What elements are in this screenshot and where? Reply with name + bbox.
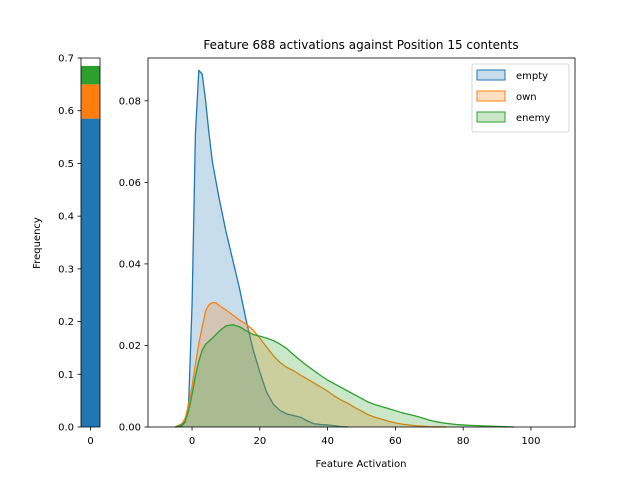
bar-y-tick-label: 0.5 [58,159,74,170]
legend-swatch-enemy [476,111,506,123]
legend-box [471,63,570,133]
kde-x-tick-label: 80 [457,436,470,447]
kde-fill-empty [175,70,348,427]
chart-title: Feature 688 activations against Position… [203,38,518,52]
y-axis-label: Frequency [32,217,43,269]
bar-y-tick-label: 0.1 [58,370,74,381]
legend-label-empty: empty [516,71,548,82]
kde-fill-own [175,302,447,427]
kde-y-tick-label: 0.00 [119,423,141,434]
kde-x-tick-label: 0 [189,436,195,447]
legend-swatch-own [476,90,506,102]
kde-line-enemy [174,324,515,428]
bar-y-tick-label: 0.0 [58,423,74,434]
bar-y-tick-label: 0.2 [58,317,74,328]
kde-plot-frame [147,57,576,428]
legend-label-enemy: enemy [516,113,550,124]
legend-item-own[interactable]: own [476,90,537,103]
kde-fill-enemy [175,324,515,427]
kde-panel: 0 20 40 60 80 100 0.00 0.02 0.04 0.06 0.08 [119,57,576,447]
bar-x-tick-label: 0 [87,436,93,447]
kde-line-own [174,301,447,428]
kde-x-tick-label: 60 [389,436,402,447]
bar-segment-0 [81,118,100,427]
kde-y-tick-label: 0.08 [119,96,141,107]
bar-segment-2 [81,65,100,85]
kde-x-tick-label: 100 [521,436,540,447]
kde-y-tick-label: 0.04 [119,259,141,270]
legend-item-empty[interactable]: empty [476,69,548,82]
bar-y-tick-label: 0.4 [58,212,74,223]
legend: empty own enemy [471,63,570,133]
kde-x-tick-label: 40 [321,436,334,447]
kde-y-tick-label: 0.02 [119,341,141,352]
stacked-bar-panel: 0.0 0.1 0.2 0.3 0.4 0.5 0.6 0.7 0 [58,54,101,447]
x-axis-label: Feature Activation [315,459,406,470]
bar-y-tick-label: 0.3 [58,264,74,275]
kde-line-empty [174,69,348,428]
bar-y-tick-label: 0.7 [58,54,74,65]
legend-label-own: own [516,92,537,103]
kde-y-tick-label: 0.06 [119,178,141,189]
kde-x-tick-label: 20 [253,436,266,447]
bar-y-tick-label: 0.6 [58,106,74,117]
bar-segment-1 [81,84,100,119]
legend-item-enemy[interactable]: enemy [476,111,550,124]
legend-swatch-empty [476,69,506,81]
